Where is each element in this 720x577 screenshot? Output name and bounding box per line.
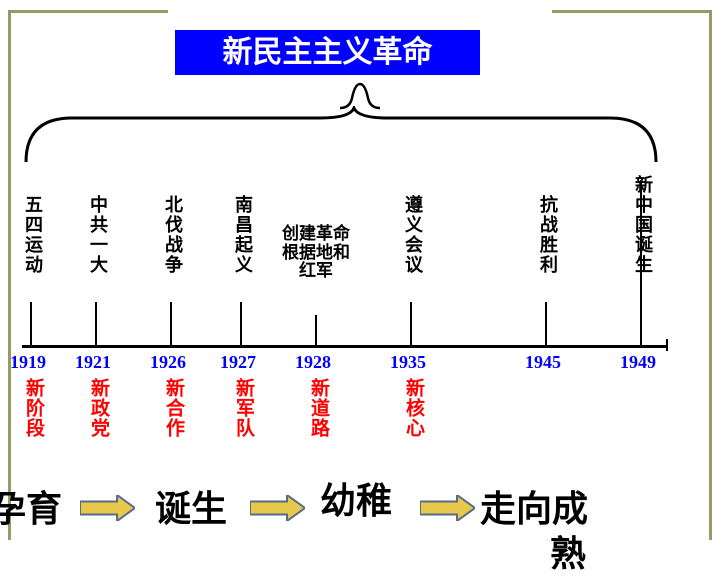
timeline-tick — [170, 302, 172, 345]
frame-right — [709, 10, 712, 540]
timeline-year: 1945 — [525, 352, 561, 373]
red-phase-label: 新道路 — [305, 378, 332, 438]
timeline-year: 1949 — [620, 352, 656, 373]
stage-text: 孕育 — [0, 480, 62, 532]
event-label: 创建革命根据地和红军 — [277, 225, 355, 281]
timeline-tick — [30, 302, 32, 345]
red-phase-label: 新合作 — [160, 378, 187, 438]
timeline-year: 1926 — [150, 352, 186, 373]
page-title: 新民主主义革命 — [175, 30, 480, 75]
timeline-tick — [545, 302, 547, 345]
timeline-tick — [315, 315, 317, 345]
red-phase-label: 新政党 — [85, 378, 112, 438]
timeline-tick — [410, 302, 412, 345]
frame-top-left — [8, 10, 168, 13]
timeline-tick — [95, 302, 97, 345]
timeline-axis — [22, 345, 668, 348]
arrow-icon — [80, 495, 135, 521]
red-phase-label: 新军队 — [230, 378, 257, 438]
event-label: 新中国诞生 — [630, 175, 656, 275]
brace-main — [20, 106, 670, 166]
red-phase-label: 新核心 — [400, 378, 427, 438]
timeline-year: 1928 — [295, 352, 331, 373]
event-label: 抗战胜利 — [535, 195, 561, 275]
red-phase-label: 新阶段 — [20, 378, 47, 438]
timeline-year: 1927 — [220, 352, 256, 373]
timeline-year: 1935 — [390, 352, 426, 373]
arrow-icon — [250, 495, 305, 521]
arrow-icon — [420, 495, 475, 521]
timeline-tick — [240, 302, 242, 345]
event-label: 五四运动 — [20, 195, 46, 275]
frame-top-right — [552, 10, 712, 13]
frame-left — [8, 10, 11, 540]
event-label: 北伐战争 — [160, 195, 186, 275]
stage-text: 熟 — [550, 525, 586, 577]
event-label: 遵义会议 — [400, 195, 426, 275]
event-label: 中共一大 — [85, 195, 111, 275]
timeline-year: 1921 — [75, 352, 111, 373]
stage-text: 幼稚 — [320, 472, 392, 524]
stage-text: 诞生 — [155, 480, 227, 532]
event-label: 南昌起义 — [230, 195, 256, 275]
timeline-year: 1919 — [10, 352, 46, 373]
axis-end-tick — [666, 339, 668, 351]
